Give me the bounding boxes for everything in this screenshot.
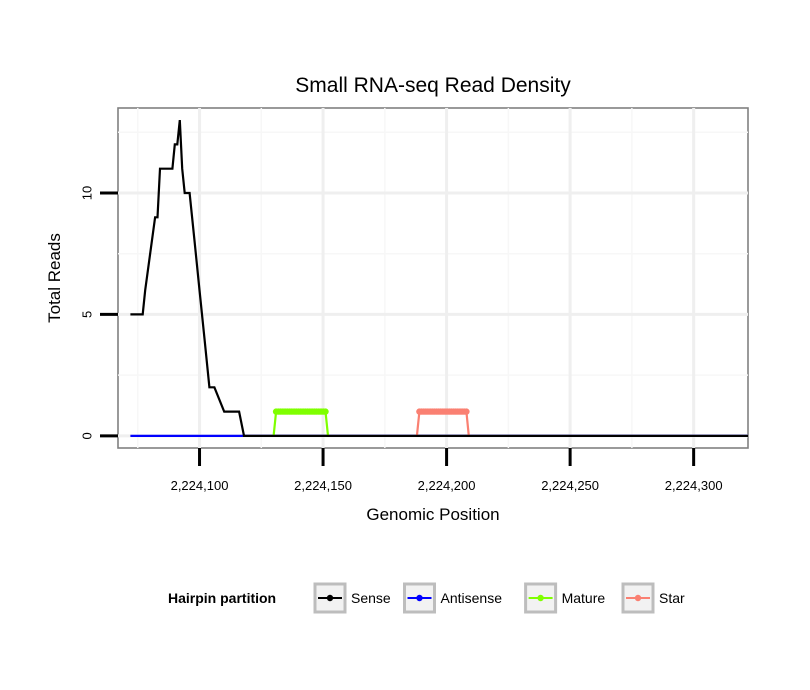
series-line-sense <box>130 119 748 437</box>
legend-label: Mature <box>562 590 606 606</box>
x-tick-label: 2,224,100 <box>171 478 229 493</box>
legend-key-point <box>537 594 544 602</box>
plot-panel <box>117 107 749 449</box>
point-star <box>463 408 470 415</box>
x-tick-label: 2,224,300 <box>665 478 723 493</box>
legend-key-point <box>634 594 642 602</box>
x-axis: 2,224,100 2,224,150 2,224,200 2,224,250 2,22… <box>171 448 723 493</box>
legend-label: Star <box>659 590 685 606</box>
y-tick-label: 10 <box>79 186 94 200</box>
series-layer <box>130 119 748 437</box>
legend-entry-sense: Sense <box>313 582 391 614</box>
x-tick-label: 2,224,200 <box>418 478 476 493</box>
point-mature <box>322 408 329 415</box>
chart-title: Small RNA-seq Read Density <box>295 74 571 97</box>
legend-entry-mature: Mature <box>524 582 606 614</box>
legend-key-point <box>416 594 423 602</box>
legend-label: Antisense <box>441 590 503 606</box>
legend: Hairpin partition Sense Antisense Mature St… <box>168 582 685 614</box>
y-tick-label: 5 <box>79 311 94 318</box>
legend-label: Sense <box>351 590 391 606</box>
x-tick-label: 2,224,150 <box>294 478 352 493</box>
legend-entry-star: Star <box>621 582 685 614</box>
x-axis-title: Genomic Position <box>366 505 499 524</box>
y-axis-title: Total Reads <box>45 233 64 323</box>
legend-key-point <box>326 594 334 602</box>
y-tick-label: 0 <box>79 432 94 439</box>
legend-title: Hairpin partition <box>168 590 276 606</box>
x-tick-label: 2,224,250 <box>541 478 599 493</box>
y-axis: 0 5 10 <box>79 186 118 439</box>
legend-entry-antisense: Antisense <box>403 582 503 614</box>
